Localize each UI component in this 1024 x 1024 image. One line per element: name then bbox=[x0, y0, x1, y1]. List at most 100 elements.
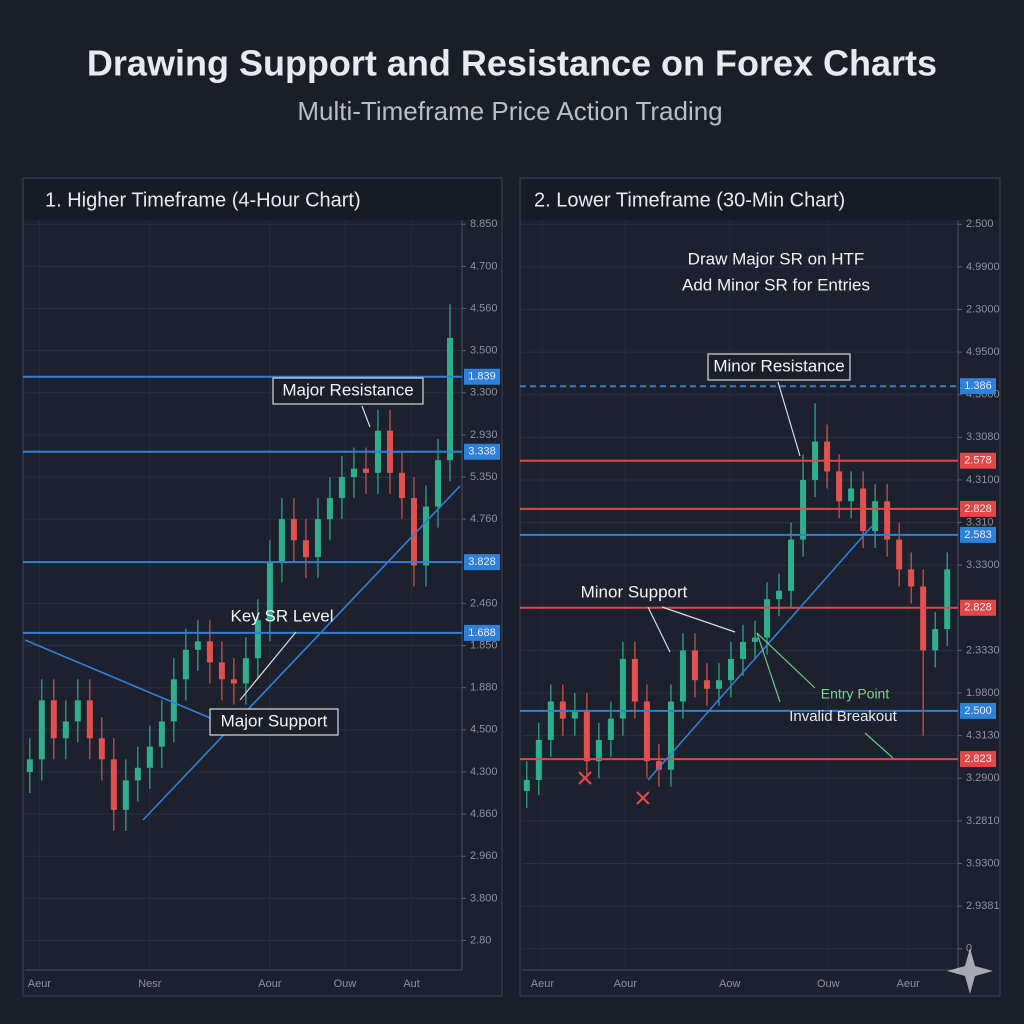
level-label: 2.828 bbox=[964, 503, 992, 515]
y-tick-label: 2.500 bbox=[966, 218, 994, 230]
candle-body bbox=[872, 501, 879, 532]
candle-body bbox=[314, 519, 321, 558]
arrow bbox=[756, 632, 781, 703]
annotation: Minor Resistance bbox=[713, 356, 844, 375]
panel: 1. Higher Timeframe (4-Hour Chart) bbox=[22, 177, 503, 997]
y-tick-label: 4.9500 bbox=[966, 346, 1000, 358]
candle-body bbox=[752, 637, 759, 642]
y-tick-label: 1.850 bbox=[470, 639, 498, 651]
candle-body bbox=[194, 641, 201, 650]
annotation: Major Resistance bbox=[282, 380, 413, 399]
candle-body bbox=[776, 590, 783, 600]
candle-body bbox=[206, 641, 213, 663]
level-label: 1.839 bbox=[468, 371, 496, 383]
y-tick-label: 3.2810 bbox=[966, 815, 1000, 827]
candle-body bbox=[434, 460, 441, 507]
candle-body bbox=[896, 539, 903, 570]
candle-body bbox=[26, 759, 33, 772]
level-badge bbox=[960, 500, 996, 517]
page-title: Drawing Support and Resistance on Forex … bbox=[87, 43, 937, 84]
annotation-box bbox=[707, 353, 851, 381]
candle-body bbox=[932, 629, 939, 651]
candle-body bbox=[655, 761, 662, 770]
candle-body bbox=[98, 738, 105, 760]
candle-body bbox=[182, 649, 189, 680]
x-tick-label: Aeur bbox=[531, 978, 555, 990]
candle-body bbox=[362, 468, 369, 473]
candle-body bbox=[134, 767, 141, 781]
candle-body bbox=[643, 701, 650, 762]
candle-body bbox=[679, 650, 686, 702]
y-tick-label: 3.2900 bbox=[966, 772, 1000, 784]
y-tick-label: 0 bbox=[966, 943, 972, 955]
candle-body bbox=[944, 569, 951, 630]
candle-body bbox=[122, 780, 129, 810]
x-tick-label: Aut bbox=[403, 978, 420, 990]
y-tick-label: 1.9800 bbox=[966, 687, 1000, 699]
candle-body bbox=[350, 468, 357, 478]
panel-frame bbox=[22, 177, 503, 997]
annotation: Add Minor SR for Entries bbox=[682, 275, 870, 294]
candle-body bbox=[74, 700, 81, 722]
panel-title: 2. Lower Timeframe (30-Min Chart) bbox=[534, 189, 845, 211]
y-tick-label: 4.700 bbox=[470, 260, 498, 272]
y-tick-label: 3.500 bbox=[470, 345, 498, 357]
level-badge bbox=[960, 702, 996, 719]
candle-body bbox=[422, 506, 429, 566]
plot: 0 2.9381 3.9300 3.2810 3.2900 4.3130 1.9800 2.3… bbox=[520, 218, 1000, 990]
candle-body bbox=[218, 662, 225, 680]
level-label: 2.500 bbox=[964, 705, 992, 717]
level-label: 2.823 bbox=[964, 753, 992, 765]
level-label: 1.386 bbox=[964, 380, 992, 392]
level-label: 1.688 bbox=[468, 627, 496, 639]
y-tick-label: 2.930 bbox=[470, 429, 498, 441]
y-tick-label: 4.300 bbox=[470, 766, 498, 778]
level-badge bbox=[464, 443, 500, 460]
trendline bbox=[24, 639, 216, 721]
arrow bbox=[864, 732, 894, 759]
candle-body bbox=[86, 700, 93, 739]
level-label: 2.828 bbox=[964, 602, 992, 614]
candle-body bbox=[884, 501, 891, 540]
candle-body bbox=[158, 721, 165, 747]
candle-body bbox=[667, 701, 674, 770]
level-badge bbox=[464, 624, 500, 641]
level-badge bbox=[960, 599, 996, 616]
y-tick-label: 4.860 bbox=[470, 808, 498, 820]
y-tick-label: 8.850 bbox=[470, 218, 498, 230]
level-badge bbox=[960, 751, 996, 768]
level-label: 3.828 bbox=[468, 556, 496, 568]
y-tick-label: 5.350 bbox=[470, 471, 498, 483]
sparkle-icon bbox=[947, 948, 993, 994]
annotation: Invalid Breakout bbox=[789, 708, 897, 725]
y-tick-label: 1.880 bbox=[470, 682, 498, 694]
y-tick-label: 2.960 bbox=[470, 850, 498, 862]
y-tick-label: 2.9381 bbox=[966, 900, 1000, 912]
page-subtitle: Multi-Timeframe Price Action Trading bbox=[297, 96, 722, 126]
x-tick-label: Aour bbox=[614, 978, 638, 990]
candle-body bbox=[727, 658, 734, 681]
arrow bbox=[361, 405, 371, 428]
panel-frame bbox=[519, 177, 1001, 997]
candle-body bbox=[254, 620, 261, 659]
candle-body bbox=[302, 540, 309, 558]
panel-header bbox=[521, 179, 999, 220]
candle-body bbox=[908, 569, 915, 587]
candle-body bbox=[788, 539, 795, 591]
x-marker bbox=[578, 771, 650, 805]
level-badge bbox=[464, 554, 500, 571]
x-tick-label: Aour bbox=[258, 978, 282, 990]
x-tick-label: Ouw bbox=[334, 978, 357, 990]
candle-body bbox=[170, 679, 177, 722]
x-tick-label: Aeur bbox=[28, 978, 52, 990]
y-tick-label: 3.9300 bbox=[966, 857, 1000, 869]
arrow bbox=[756, 632, 816, 689]
annotation: Draw Major SR on HTF bbox=[688, 249, 865, 268]
y-tick-label: 4.560 bbox=[470, 302, 498, 314]
candle-body bbox=[920, 586, 927, 651]
y-tick-label: 2.3330 bbox=[966, 644, 1000, 656]
candle-body bbox=[146, 746, 153, 768]
candle-body bbox=[764, 599, 771, 638]
y-tick-label: 3.300 bbox=[470, 387, 498, 399]
